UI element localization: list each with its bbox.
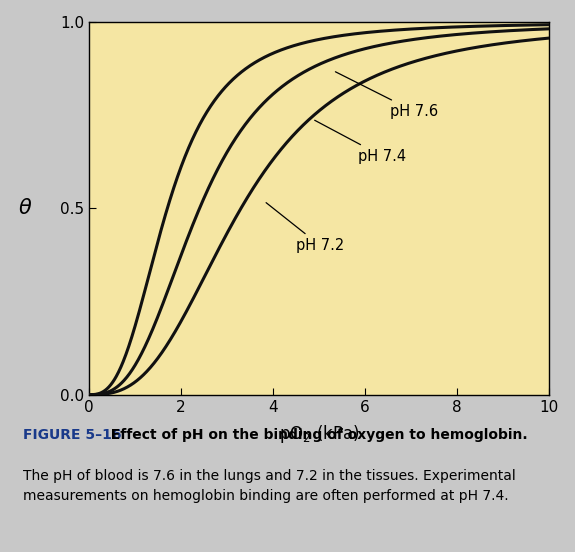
Text: FIGURE 5–16: FIGURE 5–16 [23,428,121,442]
X-axis label: pO$_2$ (kPa): pO$_2$ (kPa) [279,423,359,445]
Text: pH 7.4: pH 7.4 [315,120,407,164]
Text: pH 7.2: pH 7.2 [266,203,344,253]
Text: pH 7.6: pH 7.6 [335,72,439,119]
Text: The pH of blood is 7.6 in the lungs and 7.2 in the tissues. Experimental
measure: The pH of blood is 7.6 in the lungs and … [23,469,516,503]
Text: Effect of pH on the binding of oxygen to hemoglobin.: Effect of pH on the binding of oxygen to… [101,428,527,442]
Text: θ: θ [18,198,31,219]
